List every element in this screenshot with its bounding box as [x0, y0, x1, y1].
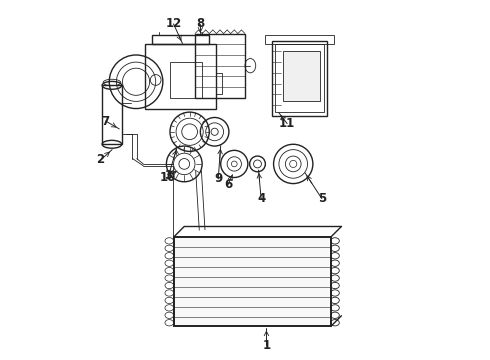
Text: 3: 3	[164, 169, 172, 182]
Text: 11: 11	[279, 117, 295, 130]
Text: 6: 6	[224, 178, 232, 191]
Bar	[217, 73, 222, 94]
Bar	[173, 237, 331, 327]
Bar	[195, 33, 245, 98]
Bar	[170, 62, 202, 98]
Text: 12: 12	[166, 17, 182, 30]
Text: 2: 2	[97, 153, 105, 166]
Text: 10: 10	[160, 171, 176, 184]
Bar	[265, 35, 334, 44]
Text: 9: 9	[214, 172, 222, 185]
Text: 1: 1	[262, 338, 270, 351]
Bar	[102, 85, 122, 144]
Bar	[283, 51, 320, 102]
Bar	[272, 41, 327, 116]
Text: 8: 8	[196, 17, 204, 30]
Bar	[145, 44, 217, 109]
Bar	[275, 44, 323, 112]
Text: 5: 5	[318, 192, 326, 205]
Bar	[152, 35, 209, 44]
Text: 7: 7	[101, 114, 110, 127]
Text: 4: 4	[257, 192, 265, 205]
